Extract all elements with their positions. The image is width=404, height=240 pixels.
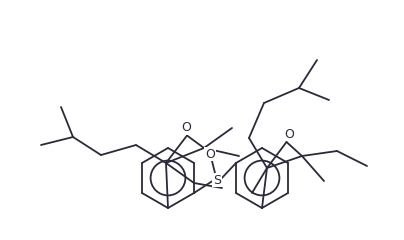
Text: O: O bbox=[205, 148, 215, 161]
Text: S: S bbox=[213, 174, 221, 186]
Text: O: O bbox=[181, 121, 191, 134]
Text: O: O bbox=[284, 127, 295, 140]
